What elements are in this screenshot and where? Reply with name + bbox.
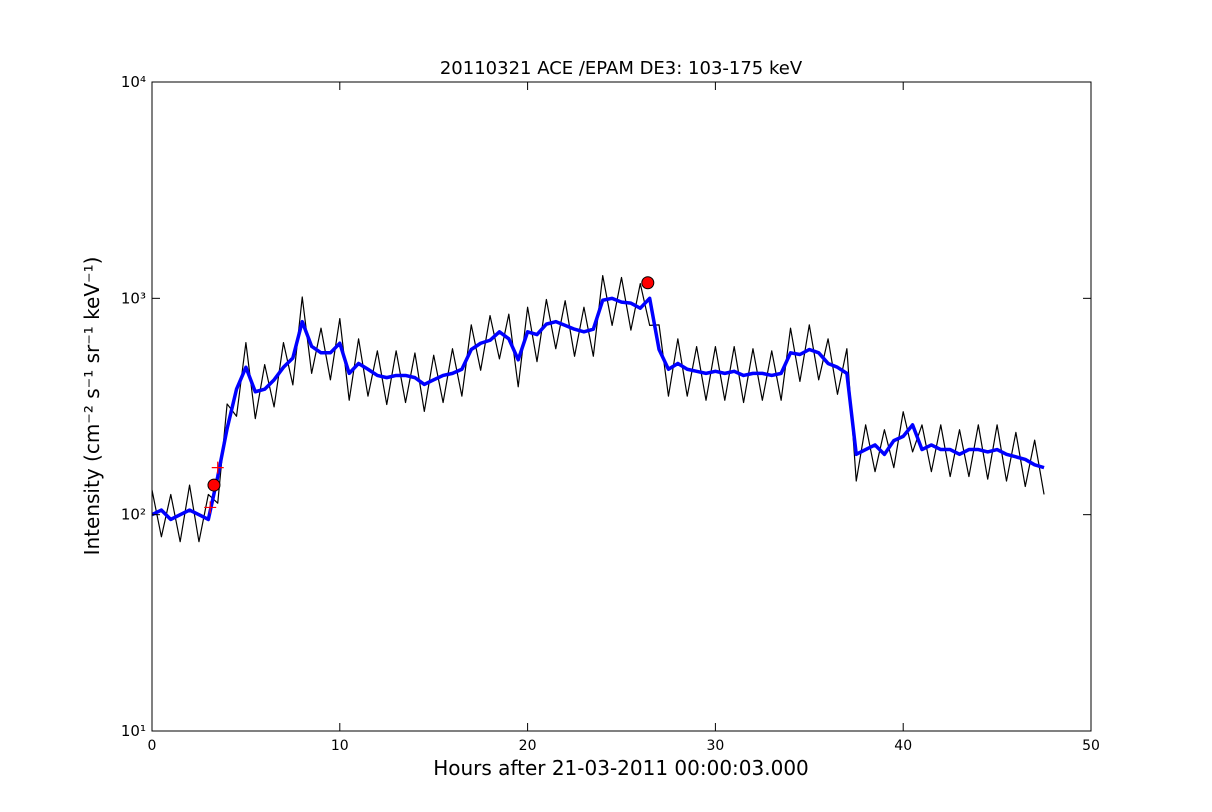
chart-title: 20110321 ACE /EPAM DE3: 103-175 keV: [440, 58, 803, 79]
x-tick-label: 50: [1082, 738, 1100, 754]
marker-circle: [207, 478, 221, 492]
y-tick-label: 10¹: [121, 722, 146, 740]
y-tick-label: 10²: [121, 506, 146, 524]
x-tick-label: 30: [706, 738, 724, 754]
marker-plus: [211, 461, 224, 474]
y-tick-label: 10³: [121, 289, 146, 307]
x-axis-label: Hours after 21-03-2011 00:00:03.000: [433, 756, 809, 780]
x-tick-label: 40: [894, 738, 912, 754]
x-tick-label: 10: [331, 738, 349, 754]
marker-circle: [641, 276, 655, 290]
x-tick-label: 20: [519, 738, 537, 754]
series-line: [152, 296, 1045, 522]
y-tick-label: 10⁴: [121, 73, 146, 91]
plot-frame: [151, 81, 1092, 732]
x-tick-label: 0: [148, 738, 157, 754]
y-axis-label: Intensity (cm⁻² s⁻¹ sr⁻¹ keV⁻¹): [80, 257, 104, 556]
marker-plus: [204, 501, 217, 514]
